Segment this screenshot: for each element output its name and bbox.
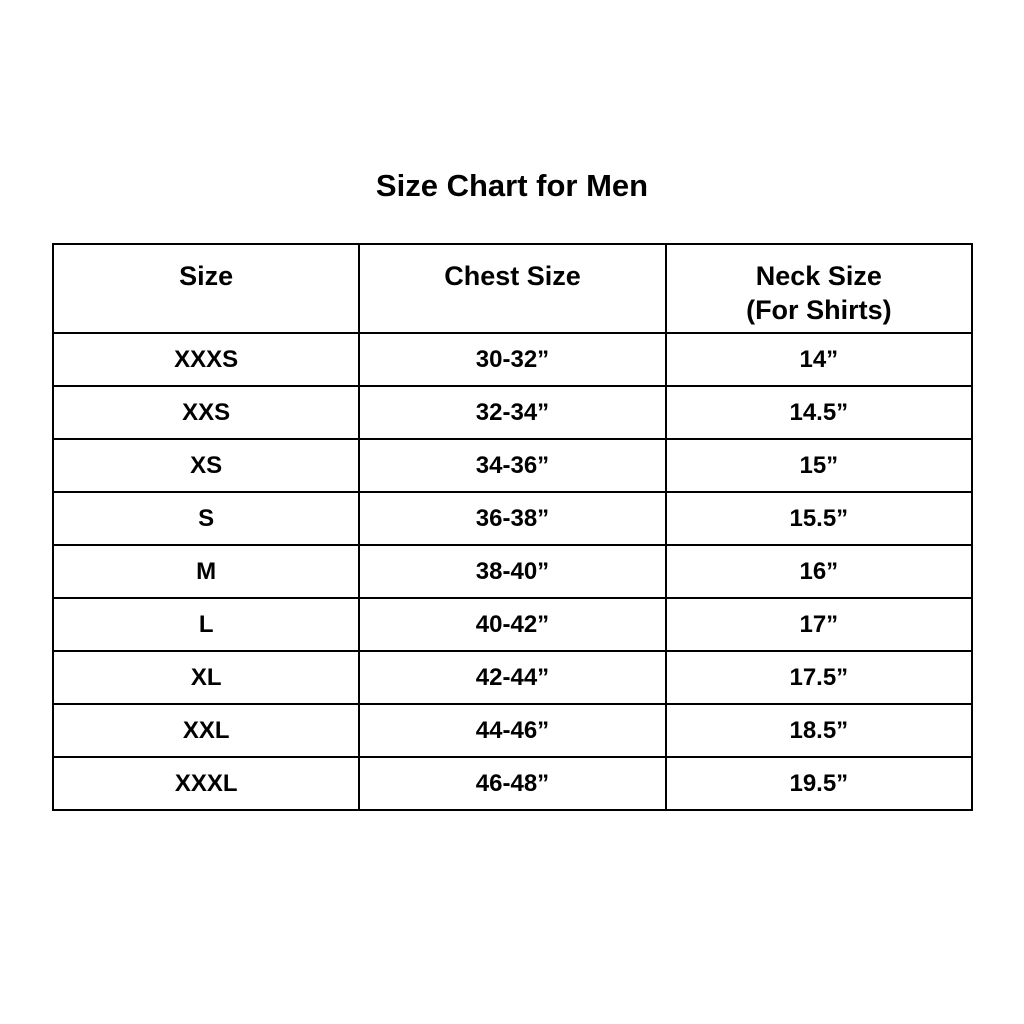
neck-cell: 17.5” [664,650,974,705]
table-row: S 36-38” 15.5” [51,491,974,546]
header-neck-size: Neck Size (For Shirts) [664,243,974,334]
header-row: Size Chest Size Neck Size (For Shirts) [51,243,974,334]
neck-cell: 14.5” [664,385,974,440]
chest-cell: 42-44” [358,650,667,705]
size-cell: XXS [51,385,361,440]
size-cell: XL [51,650,361,705]
table-row: XXXL 46-48” 19.5” [51,756,974,811]
table-row: XS 34-36” 15” [51,438,974,493]
size-chart-table: Size Chest Size Neck Size (For Shirts) XX… [51,243,974,811]
neck-cell: 17” [664,597,974,652]
table-row: M 38-40” 16” [51,544,974,599]
size-cell: S [51,491,361,546]
neck-cell: 19.5” [664,756,974,811]
table-row: XXS 32-34” 14.5” [51,385,974,440]
size-cell: XXXS [51,332,361,387]
header-chest-size: Chest Size [358,243,667,334]
neck-cell: 18.5” [664,703,974,758]
chest-cell: 30-32” [358,332,667,387]
chest-cell: 32-34” [358,385,667,440]
chest-cell: 34-36” [358,438,667,493]
neck-cell: 16” [664,544,974,599]
table-row: XXXS 30-32” 14” [51,332,974,387]
chest-cell: 46-48” [358,756,667,811]
header-neck-label: Neck Size [755,261,882,291]
page-title: Size Chart for Men [375,168,649,203]
chest-cell: 44-46” [358,703,667,758]
size-cell: XS [51,438,361,493]
header-neck-sublabel: (For Shirts) [746,295,892,325]
table-row: XXL 44-46” 18.5” [51,703,974,758]
table-row: L 40-42” 17” [51,597,974,652]
chest-cell: 38-40” [358,544,667,599]
size-cell: XXXL [51,756,361,811]
size-cell: XXL [51,703,361,758]
neck-cell: 15” [664,438,974,493]
size-cell: M [51,544,361,599]
neck-cell: 15.5” [664,491,974,546]
chest-cell: 40-42” [358,597,667,652]
header-size: Size [51,243,361,334]
size-cell: L [51,597,361,652]
neck-cell: 14” [664,332,974,387]
chest-cell: 36-38” [358,491,667,546]
table-row: XL 42-44” 17.5” [51,650,974,705]
